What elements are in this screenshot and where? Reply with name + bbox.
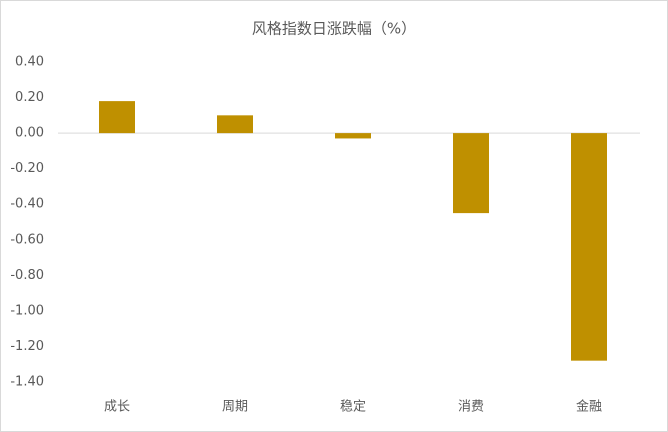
y-tick-label: -0.20 [10,161,44,176]
chart-title: 风格指数日涨跌幅（%） [252,20,416,38]
bar [453,133,489,214]
bar [99,101,135,134]
y-tick-label: -0.40 [10,197,44,212]
x-tick-label: 消费 [458,400,484,415]
x-tick-label: 金融 [576,399,602,415]
x-tick-label: 周期 [222,400,248,415]
x-tick-label: 成长 [104,400,130,415]
bar [335,133,371,139]
y-tick-label: 0.40 [15,55,44,70]
bar [217,115,253,134]
y-tick-label: 0.20 [15,90,44,105]
y-tick-label: -0.60 [10,232,44,247]
y-tick-label: -0.80 [10,268,44,283]
x-tick-label: 稳定 [340,399,366,415]
y-tick-label: -1.20 [10,339,44,354]
y-tick-label: -1.00 [10,303,44,318]
bar [571,133,607,361]
y-tick-label: -1.40 [10,375,44,390]
y-tick-label: 0.00 [15,126,44,141]
